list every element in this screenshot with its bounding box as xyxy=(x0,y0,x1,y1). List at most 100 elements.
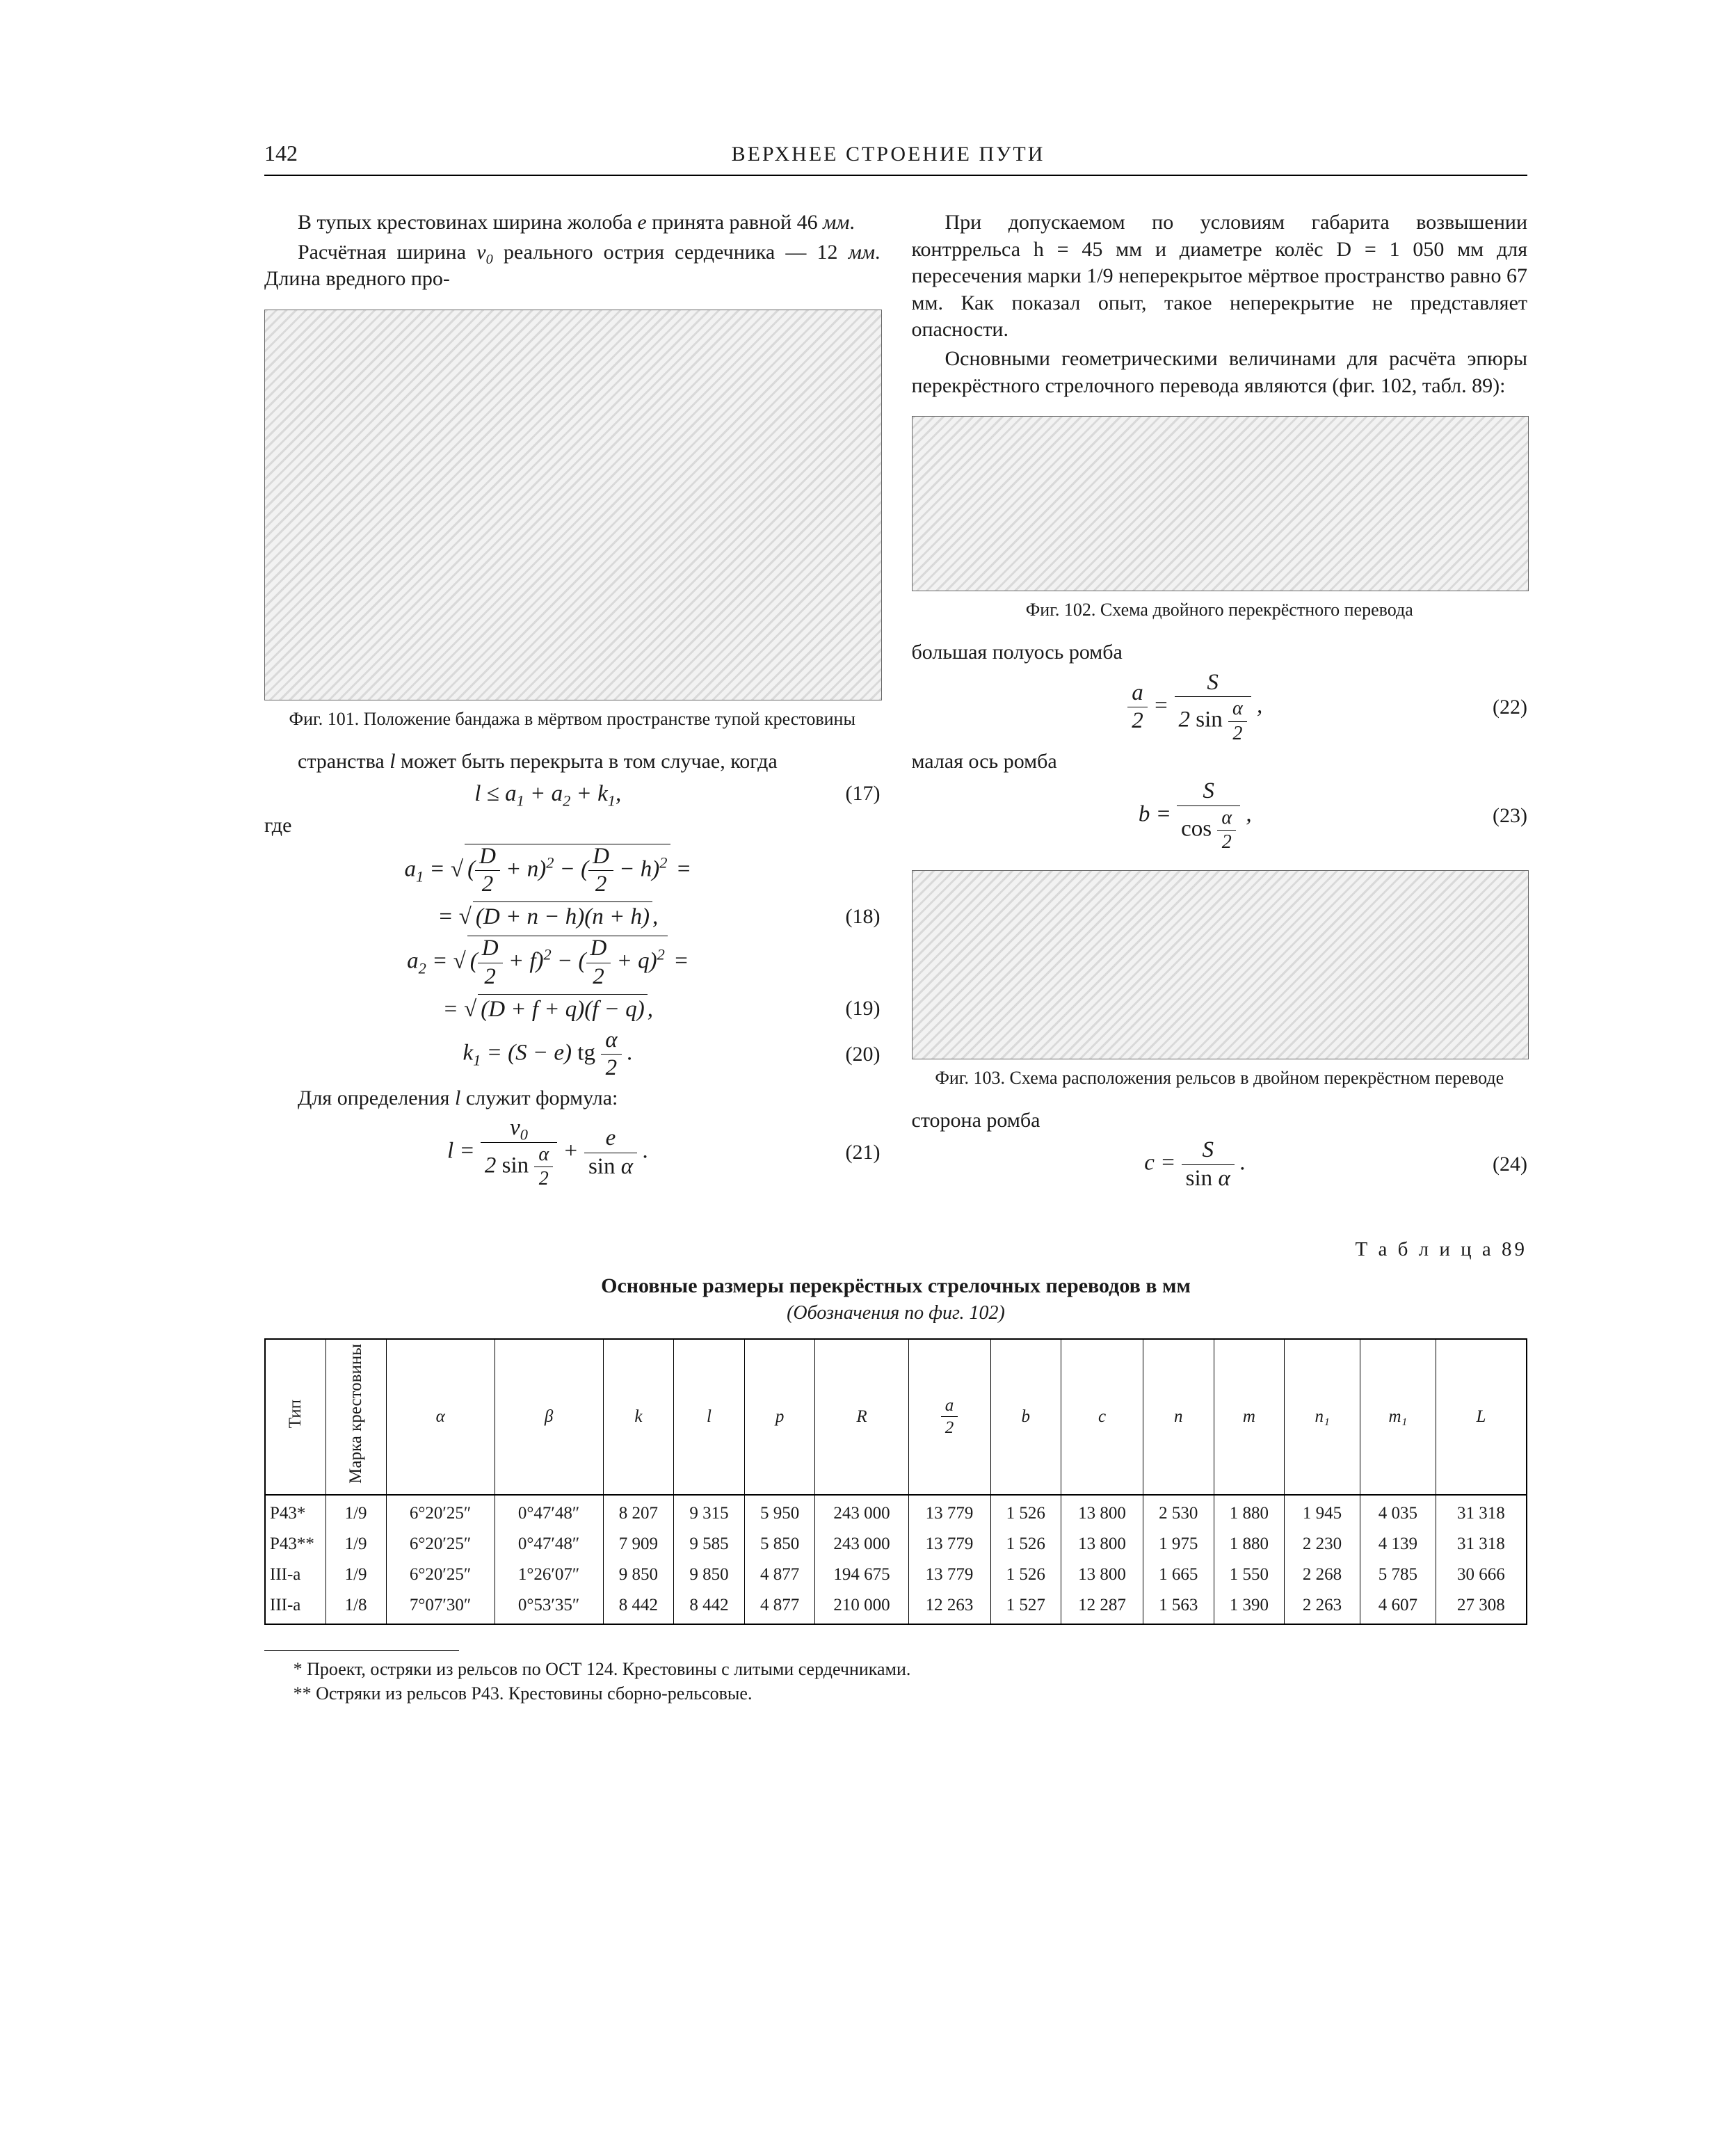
figure-102-caption: Фиг. 102. Схема двойного перекрёстного п… xyxy=(912,598,1528,621)
body-text: При допускаемом по условиям габарита воз… xyxy=(912,209,1528,343)
table-cell: 1/9 xyxy=(326,1495,386,1529)
table-cell: 4 877 xyxy=(744,1590,815,1624)
figure-102 xyxy=(912,416,1528,591)
table-header-cell: Тип xyxy=(265,1339,326,1495)
table-cell: III-а xyxy=(265,1590,326,1624)
table-cell: 9 850 xyxy=(603,1560,674,1590)
body-text: малая ось ромба xyxy=(912,748,1528,775)
body-text: В тупых крестовинах ширина жолоба e прин… xyxy=(264,209,881,236)
table-cell: 243 000 xyxy=(815,1529,908,1560)
footnote: * Проект, остряки из рельсов по ОСТ 124.… xyxy=(264,1658,1527,1681)
table-cell: 5 850 xyxy=(744,1529,815,1560)
table-cell: 12 263 xyxy=(908,1590,990,1624)
page-number: 142 xyxy=(264,139,298,168)
table-cell: 13 779 xyxy=(908,1560,990,1590)
table-cell: 4 877 xyxy=(744,1560,815,1590)
table-cell: 1 390 xyxy=(1214,1590,1285,1624)
right-column: При допускаемом по условиям габарита воз… xyxy=(912,209,1528,1195)
table-cell: 2 268 xyxy=(1285,1560,1360,1590)
table-row: Р43**1/96°20′25″0°47′48″7 9099 5855 8502… xyxy=(265,1529,1527,1560)
table-cell: 27 308 xyxy=(1436,1590,1527,1624)
table-cell: Р43* xyxy=(265,1495,326,1529)
body-text: странства l может быть перекрыта в том с… xyxy=(264,748,881,775)
table-cell: 8 442 xyxy=(674,1590,745,1624)
table-row: Р43*1/96°20′25″0°47′48″8 2079 3155 95024… xyxy=(265,1495,1527,1529)
table-cell: 1 526 xyxy=(990,1529,1061,1560)
table-cell: 6°20′25″ xyxy=(386,1560,495,1590)
table-header-cell: p xyxy=(744,1339,815,1495)
table-cell: 0°47′48″ xyxy=(495,1495,603,1529)
table-header-cell: Марка крестовины xyxy=(326,1339,386,1495)
equation-22: a2 = S2 sin α2 , (22) xyxy=(912,671,1528,744)
table-header-cell: α xyxy=(386,1339,495,1495)
table-cell: 30 666 xyxy=(1436,1560,1527,1590)
table-89: ТипМарка крестовиныαβklpRa2bcnmn₁m₁L Р43… xyxy=(264,1338,1527,1625)
equation-18b: = (D + n − h)(n + h), (18) xyxy=(264,901,881,931)
figure-101 xyxy=(264,310,881,700)
figure-101-caption: Фиг. 101. Положение бандажа в мёртвом пр… xyxy=(264,707,881,730)
table-cell: 4 035 xyxy=(1360,1495,1436,1529)
table-cell: 8 207 xyxy=(603,1495,674,1529)
table-cell: 1/8 xyxy=(326,1590,386,1624)
table-header-cell: c xyxy=(1061,1339,1143,1495)
body-text: Расчётная ширина v0 реального острия сер… xyxy=(264,239,881,293)
table-cell: 9 315 xyxy=(674,1495,745,1529)
table-cell: 1/9 xyxy=(326,1560,386,1590)
table-cell: 1 526 xyxy=(990,1560,1061,1590)
table-header-cell: β xyxy=(495,1339,603,1495)
body-text: Для определения l служит формула: xyxy=(264,1085,881,1112)
table-label: Т а б л и ц а 89 xyxy=(264,1237,1527,1263)
table-cell: 1 563 xyxy=(1143,1590,1214,1624)
body-text: большая полуось ромба xyxy=(912,639,1528,666)
table-subtitle: (Обозначения по фиг. 102) xyxy=(264,1301,1527,1326)
table-cell: 13 800 xyxy=(1061,1560,1143,1590)
table-cell: 0°47′48″ xyxy=(495,1529,603,1560)
table-cell: 13 800 xyxy=(1061,1495,1143,1529)
table-cell: 12 287 xyxy=(1061,1590,1143,1624)
table-cell: 2 530 xyxy=(1143,1495,1214,1529)
table-cell: 1 880 xyxy=(1214,1495,1285,1529)
table-cell: 1 527 xyxy=(990,1590,1061,1624)
table-header-cell: m xyxy=(1214,1339,1285,1495)
table-cell: 2 263 xyxy=(1285,1590,1360,1624)
footnote: ** Остряки из рельсов Р43. Крестовины сб… xyxy=(264,1682,1527,1705)
table-cell: 194 675 xyxy=(815,1560,908,1590)
table-cell: 13 779 xyxy=(908,1529,990,1560)
table-header-cell: n xyxy=(1143,1339,1214,1495)
figure-103 xyxy=(912,870,1528,1059)
table-header-cell: k xyxy=(603,1339,674,1495)
left-column: В тупых крестовинах ширина жолоба e прин… xyxy=(264,209,881,1195)
table-cell: 7 909 xyxy=(603,1529,674,1560)
body-text: сторона ромба xyxy=(912,1107,1528,1134)
running-head: ВЕРХНЕЕ СТРОЕНИЕ ПУТИ xyxy=(298,141,1479,168)
table-cell: III-а xyxy=(265,1560,326,1590)
table-cell: 31 318 xyxy=(1436,1529,1527,1560)
table-header-row: ТипМарка крестовиныαβklpRa2bcnmn₁m₁L xyxy=(265,1339,1527,1495)
table-title: Основные размеры перекрёстных стрелочных… xyxy=(264,1273,1527,1299)
table-cell: 7°07′30″ xyxy=(386,1590,495,1624)
table-cell: 9 585 xyxy=(674,1529,745,1560)
table-cell: 1 880 xyxy=(1214,1529,1285,1560)
table-cell: 1 975 xyxy=(1143,1529,1214,1560)
equation-19a: a2 = (D2 + f)2 − (D2 + q)2 = xyxy=(264,936,881,989)
equation-19b: = (D + f + q)(f − q), (19) xyxy=(264,994,881,1024)
table-cell: 210 000 xyxy=(815,1590,908,1624)
table-header-cell: n₁ xyxy=(1285,1339,1360,1495)
table-cell: 2 230 xyxy=(1285,1529,1360,1560)
table-cell: 4 607 xyxy=(1360,1590,1436,1624)
equation-24: c = Ssin α . (24) xyxy=(912,1138,1528,1191)
table-header-cell: b xyxy=(990,1339,1061,1495)
table-cell: 5 785 xyxy=(1360,1560,1436,1590)
equation-23: b = Scos α2 , (23) xyxy=(912,779,1528,853)
table-cell: 13 800 xyxy=(1061,1529,1143,1560)
table-cell: 1 665 xyxy=(1143,1560,1214,1590)
table-cell: 4 139 xyxy=(1360,1529,1436,1560)
table-cell: 1°26′07″ xyxy=(495,1560,603,1590)
body-text: Основными геометрическими величинами для… xyxy=(912,346,1528,399)
table-header-cell: l xyxy=(674,1339,745,1495)
table-cell: 6°20′25″ xyxy=(386,1529,495,1560)
equation-21: l = v02 sin α2 + esin α . (21) xyxy=(264,1116,881,1189)
body-text: где xyxy=(264,812,881,839)
table-cell: 1 526 xyxy=(990,1495,1061,1529)
table-cell: 1 550 xyxy=(1214,1560,1285,1590)
